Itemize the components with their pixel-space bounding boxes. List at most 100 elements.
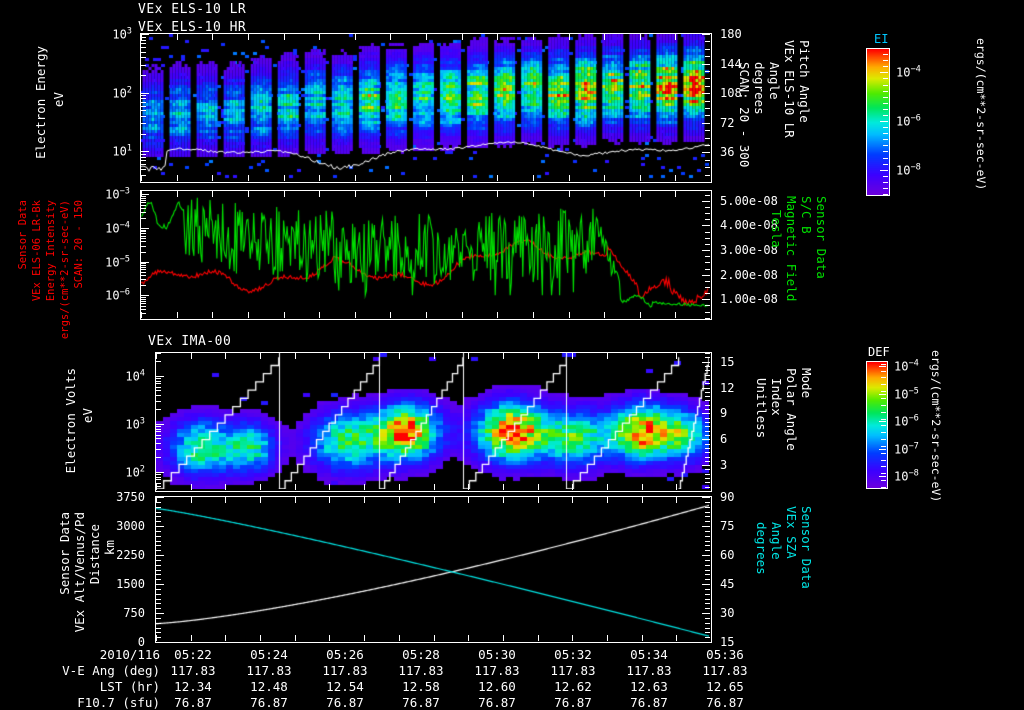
axis-tick-mark [604, 175, 606, 181]
axis-tick-mark [156, 564, 161, 566]
axis-tick-mark [705, 256, 710, 258]
axis-tick-mark [606, 353, 608, 359]
axis-tick-mark [705, 417, 710, 419]
axis-tick-mark [156, 608, 161, 610]
axis-tick-label: 1.00e-08 [720, 292, 778, 307]
axis-tick-mark [705, 574, 710, 576]
axis-tick-mark [141, 285, 146, 287]
axis-tick-mark [141, 194, 146, 196]
axis-tick-mark [294, 635, 296, 641]
axis-tick-mark [881, 452, 886, 454]
axis-tick-mark [711, 191, 712, 197]
axis-tick-mark [705, 361, 710, 363]
axis-tick-mark [705, 396, 710, 398]
table-cell: 117.83 [550, 663, 596, 678]
panel3-colorbar-unit: ergs/(cm**2-sr-sec-eV) [929, 350, 944, 503]
axis-tick-mark [141, 195, 146, 197]
axis-tick-mark [711, 312, 712, 318]
axis-tick-mark [883, 127, 888, 129]
axis-tick-label: 108 [720, 86, 742, 101]
axis-tick-mark [354, 175, 356, 181]
table-cell: 12.65 [706, 679, 744, 694]
axis-tick-mark [537, 353, 539, 359]
axis-tick-mark [705, 593, 710, 595]
axis-tick-mark [141, 92, 149, 94]
axis-tick-mark [883, 66, 888, 68]
axis-tick-mark [141, 34, 142, 40]
axis-tick-mark [705, 268, 710, 270]
axis-tick-label: 102 [112, 85, 132, 101]
axis-tick-mark [705, 93, 710, 95]
bottom-parameter-table: 2010/116 V-E Ang (deg) LST (hr) F10.7 (sfu)… [0, 645, 1024, 710]
axis-tick-mark [294, 497, 296, 503]
axis-tick-mark [156, 511, 161, 513]
axis-tick-mark [705, 130, 710, 132]
axis-tick-mark [537, 484, 539, 490]
axis-tick-label: 2250 [116, 548, 145, 562]
axis-tick-mark [190, 353, 192, 359]
axis-tick-mark [156, 375, 161, 377]
axis-tick-mark [329, 497, 331, 503]
axis-tick-mark [705, 48, 710, 50]
axis-tick-mark [705, 443, 710, 445]
axis-tick-label: 3750 [116, 490, 145, 504]
axis-tick-mark [879, 421, 886, 423]
axis-tick-mark [568, 34, 570, 40]
axis-tick-mark [705, 85, 710, 87]
axis-tick-mark [502, 484, 504, 490]
table-cell: 117.83 [626, 663, 672, 678]
axis-tick-label: 10−8 [894, 468, 919, 484]
axis-tick-mark [711, 175, 712, 181]
axis-tick-mark [260, 497, 262, 503]
axis-tick-mark [156, 501, 161, 503]
axis-tick-mark [433, 497, 435, 503]
panel3-right-axis-label-4: Unitless [754, 378, 770, 439]
panel4-plot-area [155, 496, 712, 643]
axis-tick-mark [141, 211, 146, 213]
axis-tick-mark [398, 497, 400, 503]
axis-tick-mark [711, 353, 712, 359]
table-cell: 76.87 [326, 695, 364, 710]
axis-tick-label: 0 [137, 635, 145, 649]
axis-tick-mark [141, 34, 149, 35]
axis-tick-mark [705, 564, 710, 566]
axis-tick-mark [705, 378, 710, 380]
axis-tick-mark [141, 265, 146, 266]
table-cell: 05:34 [630, 647, 668, 662]
panel1-right-axis-label-2: VEx ELS-10 LR [782, 40, 798, 138]
axis-tick-mark [390, 312, 392, 318]
axis-tick-mark [883, 114, 888, 116]
axis-tick-label: 750 [123, 606, 145, 620]
axis-tick-mark [141, 57, 146, 59]
axis-tick-mark [881, 439, 886, 441]
axis-tick-mark [604, 191, 606, 197]
axis-tick-label: 10−6 [896, 113, 921, 129]
axis-tick-mark [881, 487, 886, 488]
panel2-right-axis-label-3: Magnetic Field [784, 196, 800, 302]
axis-tick-mark [676, 635, 678, 641]
axis-tick-mark [705, 56, 710, 58]
panel3-right-axis-label-1: Mode [799, 368, 815, 399]
axis-tick-mark [141, 101, 146, 103]
axis-tick-mark [883, 84, 888, 86]
axis-tick-mark [156, 559, 161, 561]
axis-tick-mark [156, 632, 161, 634]
axis-tick-mark [141, 39, 146, 41]
axis-tick-mark [883, 108, 888, 110]
axis-tick-mark [156, 635, 157, 641]
axis-tick-mark [141, 302, 146, 304]
axis-tick-mark [354, 191, 356, 197]
axis-tick-mark [156, 579, 161, 581]
axis-tick-mark [711, 497, 712, 503]
axis-tick-mark [212, 34, 214, 40]
axis-tick-mark [705, 465, 710, 467]
axis-tick-mark [705, 174, 710, 176]
axis-tick-mark [156, 545, 161, 547]
axis-tick-mark [156, 378, 161, 380]
axis-tick-mark [639, 312, 641, 318]
axis-tick-mark [461, 175, 463, 181]
axis-tick-mark [398, 635, 400, 641]
axis-tick-mark [329, 353, 331, 359]
axis-tick-mark [705, 559, 710, 561]
axis-tick-mark [141, 191, 142, 197]
